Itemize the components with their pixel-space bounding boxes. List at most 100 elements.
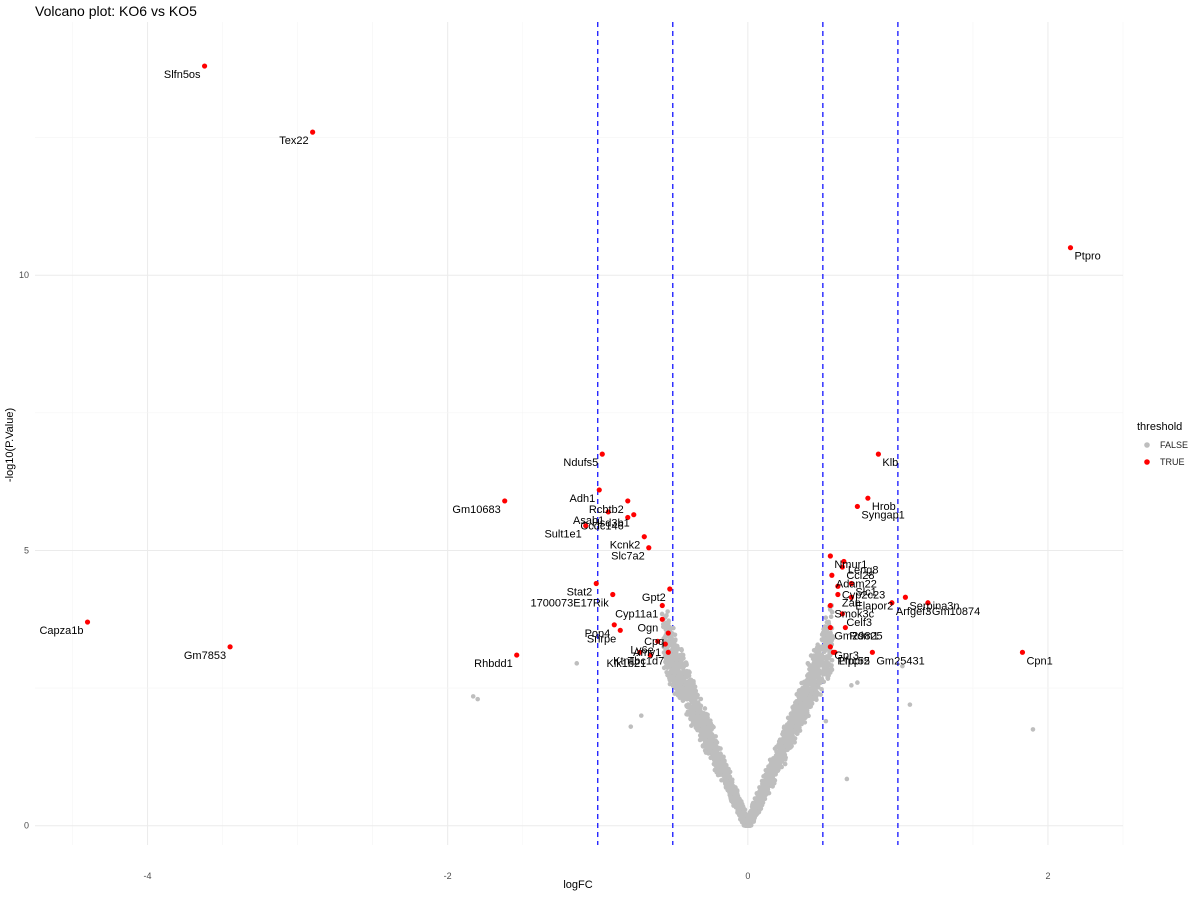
false-point [844, 776, 850, 782]
false-point [806, 713, 811, 719]
true-point [875, 451, 881, 457]
false-point [821, 672, 827, 677]
gene-label: Zan [842, 598, 861, 610]
false-point [711, 744, 716, 750]
gene-label: 1700073E17Rik [530, 598, 609, 610]
false-point [707, 738, 712, 743]
gene-label: Cpn1 [1026, 655, 1052, 667]
gene-label: Arfgef3 [896, 606, 931, 618]
false-point [794, 700, 799, 705]
true-point [665, 630, 671, 636]
false-point [811, 686, 816, 692]
true-point [611, 622, 617, 628]
gene-label: Tex22 [279, 135, 308, 147]
y-tick-label: 10 [19, 270, 29, 280]
false-point [764, 786, 769, 791]
false-point [470, 694, 476, 699]
false-point [759, 785, 764, 790]
false-point [704, 733, 710, 739]
true-point [848, 594, 854, 600]
false-point [715, 745, 721, 751]
x-tick-label: 2 [1045, 871, 1050, 881]
gene-label: Snrpe [587, 633, 616, 645]
false-point [806, 695, 812, 701]
false-point [815, 667, 821, 672]
true-point [827, 624, 833, 631]
gene-label: Smok3c [834, 609, 874, 621]
y-axis-title: -log10(P.Value) [4, 408, 16, 482]
true-point [827, 602, 833, 609]
false-point [804, 708, 810, 713]
gene-label: Rhbdd1 [474, 658, 513, 670]
false-point [796, 706, 801, 711]
false-point [664, 669, 669, 675]
false-point [791, 707, 796, 713]
false-point [710, 750, 716, 755]
true-point [655, 638, 661, 644]
false-point [812, 691, 818, 697]
gene-label: Ndufs5 [563, 457, 598, 469]
false-point [821, 679, 827, 685]
false-point [782, 752, 788, 758]
true-point [502, 498, 508, 504]
false-point [769, 779, 775, 784]
gene-label: Hrob [872, 501, 896, 513]
gene-label: Ccl28 [846, 570, 874, 582]
gene-label: Ogn [637, 622, 658, 634]
false-point [668, 660, 674, 666]
true-point [869, 649, 875, 655]
false-point [907, 702, 913, 707]
true-point [841, 558, 847, 565]
false-point [709, 723, 715, 729]
gene-label: Gm10683 [452, 504, 500, 516]
false-point [782, 761, 788, 767]
false-point [759, 795, 764, 800]
false-point [775, 768, 781, 773]
true-point [839, 564, 845, 570]
gene-label: Cyp2c23 [842, 589, 885, 601]
true-point [842, 624, 848, 631]
false-point [754, 802, 759, 808]
false-point [746, 822, 752, 827]
false-point [709, 727, 714, 733]
false-point [719, 777, 724, 783]
gene-label: Leng8 [848, 564, 879, 576]
false-point [676, 669, 682, 674]
false-point [819, 687, 824, 692]
false-point [692, 714, 698, 720]
false-point [720, 758, 726, 764]
false-point [826, 621, 832, 627]
false-point [679, 657, 684, 663]
false-point [806, 687, 812, 693]
true-point [925, 600, 931, 606]
gene-label: Gpt2 [642, 592, 666, 604]
false-point [828, 614, 834, 620]
false-point [787, 738, 792, 743]
legend-label: TRUE [1160, 457, 1185, 467]
true-point [659, 616, 665, 622]
true-point [514, 652, 520, 658]
gene-label: Asah1 [573, 515, 604, 527]
false-point [816, 655, 822, 660]
false-point [808, 704, 814, 709]
gene-label: Ly6e [630, 644, 653, 656]
false-point [823, 627, 829, 632]
true-point [605, 509, 611, 515]
false-point [698, 696, 704, 702]
false-point [780, 749, 785, 754]
false-point [823, 664, 829, 670]
true-point [310, 129, 316, 135]
false-points [470, 603, 1036, 829]
false-point [814, 674, 820, 680]
true-point [646, 545, 652, 551]
false-point [772, 746, 778, 751]
false-point [741, 823, 747, 828]
true-point [227, 644, 233, 650]
false-point [773, 754, 779, 760]
false-point [716, 760, 722, 765]
false-point [691, 678, 696, 684]
false-point [762, 790, 768, 796]
false-point [684, 703, 689, 708]
false-point [679, 680, 684, 685]
false-point [695, 705, 701, 711]
